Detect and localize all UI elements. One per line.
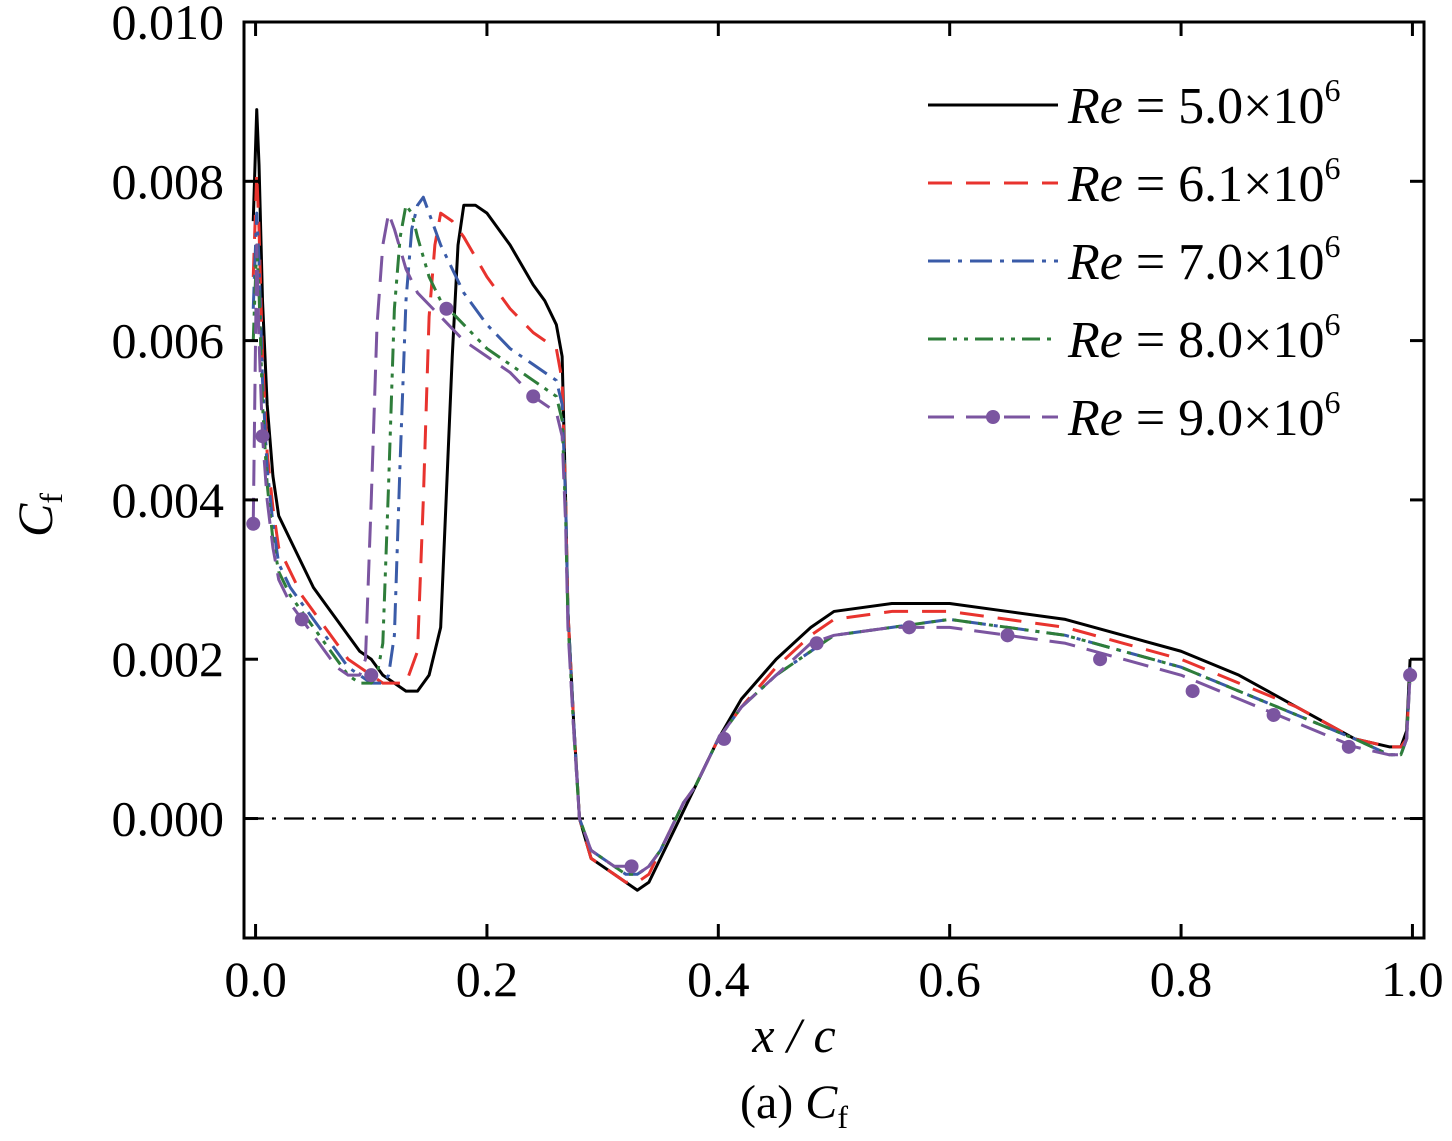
y-tick-label: 0.004: [112, 472, 225, 528]
legend-label-4: Re = 8.0×106: [1067, 306, 1341, 369]
x-tick-label: 0.2: [456, 951, 519, 1007]
legend-label-2: Re = 6.1×106: [1067, 150, 1341, 213]
series-5-marker: [1000, 628, 1015, 643]
series-5-marker: [294, 612, 309, 627]
series-group: [246, 108, 1418, 892]
series-5-marker: [526, 389, 541, 404]
figure-caption: (a) Cf: [740, 1076, 848, 1135]
y-tick-label: 0.000: [112, 791, 225, 847]
legend-swatch-marker: [986, 410, 1000, 424]
x-tick-label: 0.6: [918, 951, 981, 1007]
y-tick-label: 0.006: [112, 313, 225, 369]
y-tick-label: 0.002: [112, 631, 225, 687]
series-5-marker: [902, 620, 917, 635]
series-line-5: [251, 211, 1412, 876]
series-5-marker: [809, 636, 824, 651]
series-5-marker: [1341, 739, 1356, 754]
x-tick-label: 0.4: [687, 951, 750, 1007]
series-line-1: [251, 108, 1412, 892]
x-axis-title: x / c: [751, 1007, 835, 1063]
series-5-marker: [1093, 652, 1108, 667]
y-tick-label: 0.008: [112, 153, 225, 209]
series-5-marker: [246, 516, 261, 531]
axis-titles-group: x / c Cf (a) Cf: [7, 493, 848, 1135]
x-tick-label: 1.0: [1381, 951, 1444, 1007]
series-5-marker: [1266, 707, 1281, 722]
legend-label-1: Re = 5.0×106: [1067, 72, 1341, 135]
series-5-marker: [364, 668, 379, 683]
legend: Re = 5.0×106 Re = 6.1×106 Re = 7.0×106 Re =…: [928, 72, 1341, 447]
y-axis-ticks-group: 0.000 0.002 0.004 0.006 0.008 0.010: [112, 0, 1424, 847]
legend-label-3: Re = 7.0×106: [1067, 228, 1341, 291]
series-5-marker: [255, 429, 270, 444]
x-tick-label: 0.0: [224, 951, 287, 1007]
plot-frame: [242, 20, 1426, 940]
series-5-marker: [624, 859, 639, 874]
legend-label-5: Re = 9.0×106: [1067, 384, 1341, 447]
series-5-marker: [1403, 668, 1418, 683]
x-tick-label: 0.8: [1150, 951, 1213, 1007]
plot-frame-group: [242, 20, 1426, 940]
y-axis-title: Cf: [7, 493, 69, 537]
x-axis-ticks-group: 0.0 0.2 0.4 0.6 0.8 1.0: [224, 22, 1444, 1007]
series-5-marker: [717, 731, 732, 746]
series-line-2: [251, 171, 1412, 884]
series-5-marker: [439, 301, 454, 316]
series-5-marker: [1185, 684, 1200, 699]
series-line-3: [251, 195, 1412, 876]
series-line-4: [251, 203, 1412, 876]
y-tick-label: 0.010: [112, 0, 225, 50]
